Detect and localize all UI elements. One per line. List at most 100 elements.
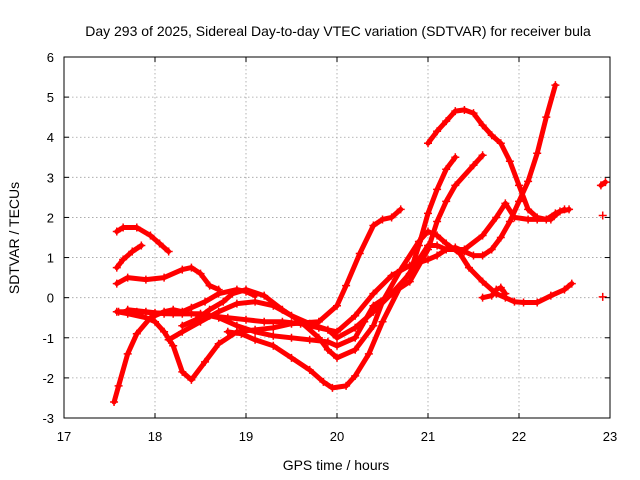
grid-layer: [64, 57, 610, 418]
data-point-marker: [487, 245, 496, 254]
data-point-marker: [123, 349, 132, 358]
data-point-marker: [414, 255, 423, 264]
series-line: [225, 200, 572, 391]
data-point-marker: [205, 305, 214, 314]
y-tick-label: 6: [47, 50, 54, 65]
data-point-marker: [333, 301, 341, 310]
data-point-marker: [469, 251, 478, 260]
data-point-marker: [237, 329, 246, 338]
data-point-marker: [328, 383, 337, 392]
x-axis-label: GPS time / hours: [283, 457, 390, 473]
data-point-marker: [515, 197, 523, 206]
y-tick-label: 0: [47, 291, 54, 306]
data-point-marker: [178, 367, 187, 376]
data-point-marker: [505, 217, 514, 226]
data-point-marker: [510, 297, 519, 306]
data-point-marker: [460, 105, 469, 114]
data-point-marker: [524, 215, 533, 224]
data-point-marker: [424, 139, 432, 148]
data-point-marker: [223, 327, 232, 336]
data-point-marker: [141, 307, 150, 316]
series-track-b: [112, 241, 146, 272]
data-point-marker: [191, 315, 200, 324]
data-point-marker: [387, 213, 396, 222]
data-point-marker: [396, 205, 405, 214]
data-point-marker: [219, 297, 228, 306]
data-point-marker: [560, 285, 569, 294]
data-point-marker: [369, 321, 378, 330]
y-tick-label: 3: [47, 170, 54, 185]
data-point-marker: [333, 341, 341, 350]
data-point-marker: [369, 221, 378, 230]
data-point-marker: [464, 263, 473, 272]
data-point-marker: [114, 307, 123, 316]
data-point-marker: [323, 325, 332, 334]
data-point-marker: [201, 297, 210, 306]
data-point-marker: [178, 265, 187, 274]
data-point-marker: [405, 277, 414, 286]
data-point-marker: [551, 209, 560, 218]
data-point-marker: [478, 151, 487, 160]
data-point-marker: [342, 381, 351, 390]
data-point-marker: [214, 307, 223, 316]
data-point-marker: [351, 323, 360, 332]
data-point-marker: [469, 109, 478, 118]
y-tick-label: 4: [47, 130, 54, 145]
data-point-marker: [515, 181, 523, 190]
data-point-marker: [169, 341, 178, 350]
x-tick-label: 22: [512, 429, 526, 444]
data-point-marker: [242, 285, 250, 294]
data-point-marker: [387, 271, 396, 280]
chart-title: Day 293 of 2025, Sidereal Day-to-day VTE…: [85, 23, 591, 39]
data-point-marker: [424, 227, 432, 236]
data-point-marker: [433, 231, 442, 240]
data-point-marker: [524, 177, 533, 186]
x-tick-label: 18: [148, 429, 162, 444]
data-point-marker: [305, 365, 314, 374]
x-tick-label: 20: [330, 429, 344, 444]
data-point-marker: [187, 375, 196, 384]
data-point-marker: [278, 305, 287, 314]
x-tick-label: 23: [603, 429, 617, 444]
y-tick-label: -1: [42, 331, 54, 346]
data-point-marker: [119, 223, 128, 232]
data-point-marker: [442, 245, 451, 254]
data-point-marker: [342, 281, 351, 290]
data-point-marker: [442, 165, 451, 174]
data-point-marker: [351, 371, 360, 380]
data-point-marker: [560, 205, 569, 214]
data-point-marker: [269, 331, 278, 340]
data-point-marker: [487, 131, 496, 140]
data-point-marker: [601, 178, 610, 187]
data-point-marker: [433, 217, 442, 226]
data-point-marker: [112, 263, 121, 272]
data-point-marker: [164, 247, 173, 256]
data-point-marker: [260, 291, 269, 300]
data-point-marker: [414, 237, 423, 246]
data-point-marker: [598, 292, 607, 301]
data-point-marker: [533, 298, 542, 307]
data-point-marker: [132, 329, 141, 338]
data-point-marker: [396, 265, 405, 274]
data-point-marker: [492, 213, 501, 222]
data-point-marker: [137, 241, 146, 250]
data-point-marker: [487, 291, 496, 300]
data-point-marker: [496, 283, 505, 292]
data-point-marker: [214, 289, 223, 298]
data-point-marker: [433, 251, 442, 260]
data-point-marker: [333, 333, 341, 342]
data-point-marker: [424, 241, 432, 250]
data-point-marker: [396, 281, 405, 290]
data-point-marker: [132, 223, 141, 232]
data-point-marker: [123, 273, 132, 282]
data-point-marker: [351, 311, 360, 320]
data-point-marker: [260, 317, 269, 326]
series-line: [114, 243, 144, 271]
data-point-marker: [433, 127, 442, 136]
data-point-marker: [451, 181, 460, 190]
data-point-marker: [160, 309, 169, 318]
data-point-marker: [469, 161, 478, 170]
data-point-marker: [533, 149, 542, 158]
